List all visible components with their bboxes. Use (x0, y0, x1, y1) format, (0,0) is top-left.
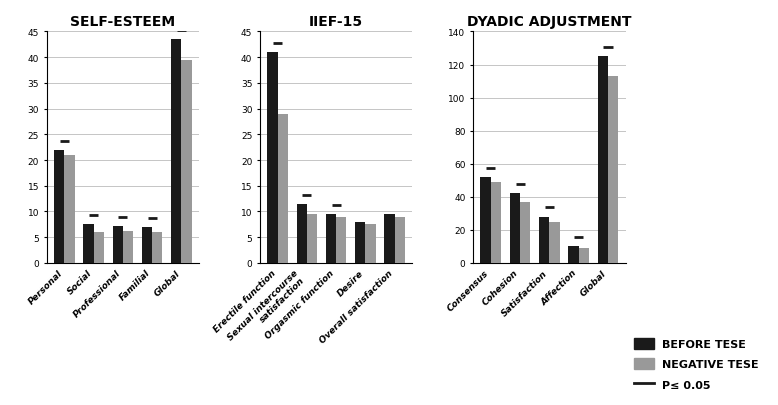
Bar (356, 222, 366, 263)
Bar (93, 232, 103, 263)
Bar (152, 232, 163, 263)
Bar (384, 215, 394, 263)
Bar (336, 217, 346, 263)
Bar (491, 182, 501, 263)
Bar (520, 202, 531, 263)
Title: DYADIC ADJUSTMENT: DYADIC ADJUSTMENT (467, 15, 632, 28)
Bar (539, 217, 549, 263)
Bar (307, 215, 317, 263)
Bar (268, 53, 278, 263)
Bar (113, 226, 123, 263)
Title: SELF-ESTEEM: SELF-ESTEEM (70, 15, 175, 28)
Legend: BEFORE TESE, NEGATIVE TESE, P≤ 0.05: BEFORE TESE, NEGATIVE TESE, P≤ 0.05 (628, 333, 765, 395)
Bar (296, 204, 307, 263)
Title: IIEF-15: IIEF-15 (309, 15, 363, 28)
Bar (549, 222, 559, 263)
Bar (579, 248, 589, 263)
Bar (598, 57, 608, 263)
Bar (278, 115, 288, 263)
Bar (394, 217, 405, 263)
Bar (481, 177, 491, 263)
Bar (83, 225, 93, 263)
Bar (65, 156, 75, 263)
Bar (608, 77, 619, 263)
Bar (569, 247, 579, 263)
Bar (326, 215, 336, 263)
Bar (366, 225, 376, 263)
Bar (123, 231, 133, 263)
Bar (142, 227, 152, 263)
Bar (54, 150, 65, 263)
Bar (510, 194, 520, 263)
Bar (181, 61, 191, 263)
Bar (171, 40, 181, 263)
